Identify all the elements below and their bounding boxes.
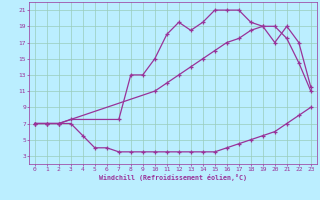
- X-axis label: Windchill (Refroidissement éolien,°C): Windchill (Refroidissement éolien,°C): [99, 174, 247, 181]
